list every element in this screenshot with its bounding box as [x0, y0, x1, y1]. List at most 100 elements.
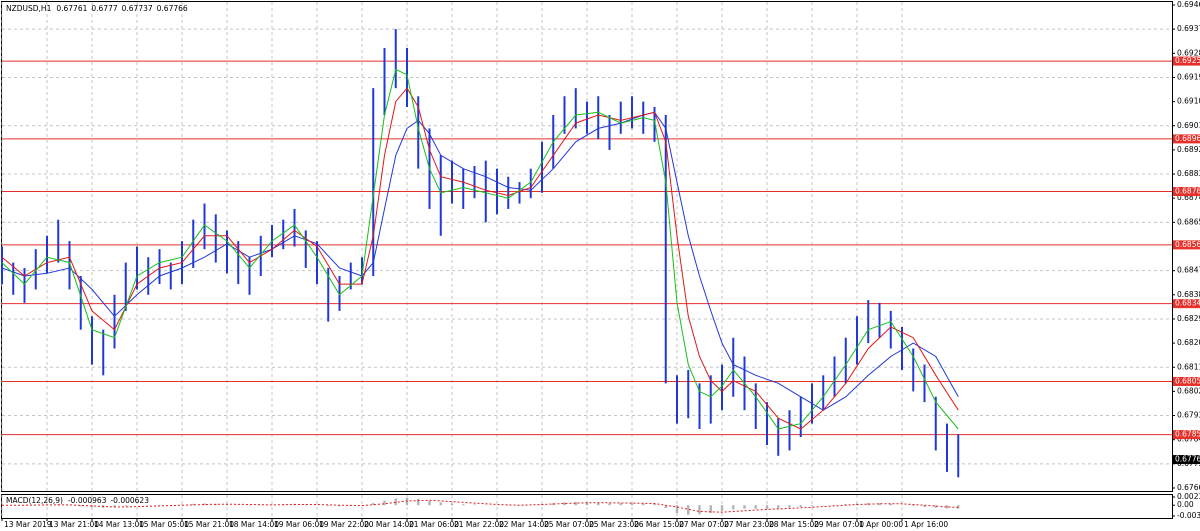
x-tick-label: 13 Mar 21:00 [49, 520, 99, 529]
x-tick-label: 19 Mar 06:00 [274, 520, 324, 529]
macd-bar [698, 505, 701, 515]
macd-bar [552, 503, 555, 506]
x-tick-label: 1 Apr 16:00 [904, 520, 948, 529]
macd-bar [192, 503, 195, 506]
macd-bar [889, 503, 892, 506]
x-tick-label: 29 Mar 07:00 [814, 520, 864, 529]
macd-signal [2, 499, 959, 513]
y-tick-label: 0.68740 [1177, 193, 1200, 202]
level-label-box [1173, 186, 1200, 196]
macd-bar [608, 503, 611, 506]
macd-bar [473, 504, 476, 506]
macd-bar [788, 505, 791, 508]
x-tick-label: 26 Mar 15:00 [634, 520, 684, 529]
y-tick-label: 0.68380 [1177, 290, 1200, 299]
macd-bar [90, 505, 94, 508]
macd-bar [383, 500, 386, 506]
moving-average [1, 68, 959, 430]
level-label-box [1173, 56, 1200, 66]
level-label-box [1173, 134, 1200, 144]
macd-bar [912, 505, 915, 506]
x-tick-label: 14 Mar 13:00 [94, 520, 144, 529]
macd-bar [405, 497, 409, 506]
last-price-label: 0.67766 [1175, 455, 1200, 464]
level-label-box [1173, 376, 1200, 386]
x-tick-label: 18 Mar 14:00 [229, 520, 279, 529]
macd-bar [203, 503, 206, 506]
level-label: 0.67859 [1175, 430, 1200, 439]
y-tick-label: -0.00307 [1177, 511, 1200, 520]
macd-bar [225, 504, 229, 506]
macd-bar [878, 503, 881, 506]
macd-bar [934, 505, 937, 508]
header-value: -0.000623 [110, 496, 149, 505]
macd-bar [304, 504, 307, 506]
macd-bar [619, 503, 622, 506]
y-tick-label: 0.68290 [1177, 314, 1200, 323]
y-tick-label: 0.69010 [1177, 121, 1200, 130]
macd-bar [844, 504, 847, 506]
y-tick-label: 0.68470 [1177, 266, 1200, 275]
moving-average [1, 87, 959, 430]
y-tick-label: 0.69100 [1177, 97, 1200, 106]
y-tick-label: 0.68830 [1177, 169, 1200, 178]
x-tick-label: 20 Mar 14:00 [364, 520, 414, 529]
macd-bar [338, 505, 341, 507]
macd-bar [777, 505, 780, 509]
macd-bar [462, 504, 465, 506]
level-label: 0.68347 [1175, 299, 1200, 308]
macd-bar [124, 505, 127, 506]
macd-bar [754, 505, 757, 509]
x-tick-label: 27 Mar 07:00 [679, 520, 729, 529]
y-tick-label: 0.69280 [1177, 48, 1200, 57]
macd-bar [687, 505, 690, 515]
y-tick-label: 0.68020 [1177, 386, 1200, 395]
last-price-box [1173, 455, 1200, 465]
header-value: 0.6777 [91, 4, 117, 13]
macd-bar [79, 505, 82, 507]
x-tick-label: 28 Mar 15:00 [769, 520, 819, 529]
level-label: 0.68566 [1175, 240, 1200, 249]
macd-bar [642, 503, 645, 506]
macd-bar [372, 503, 375, 506]
macd-bar [450, 503, 454, 506]
level-label: 0.68961 [1175, 134, 1200, 143]
y-tick-label: 0.68650 [1177, 217, 1200, 226]
level-label: 0.68765 [1175, 186, 1200, 195]
macd-bar [630, 503, 634, 506]
header-value: 0.67761 [56, 4, 87, 13]
y-tick-label: 0.68920 [1177, 145, 1200, 154]
macd-bar [765, 505, 769, 509]
x-tick-label: 15 Mar 05:00 [139, 520, 189, 529]
macd-bar [743, 505, 746, 509]
macd-bar [732, 505, 735, 510]
level-label-box [1173, 299, 1200, 309]
header-value: 0.67766 [157, 4, 188, 13]
level-label-box [1173, 430, 1200, 440]
y-tick-label: 0.67660 [1177, 483, 1200, 492]
macd-bar [563, 502, 566, 506]
macd-bar [867, 503, 870, 506]
moving-average [1, 111, 959, 411]
macd-bar [720, 505, 724, 512]
macd-bar [653, 503, 656, 506]
level-label-box [1173, 240, 1200, 250]
macd-bar [394, 498, 397, 506]
header-value: -0.000963 [68, 496, 107, 505]
x-tick-label: 1 Apr 00:00 [859, 520, 903, 529]
macd-bar [597, 502, 600, 506]
x-tick-label: 19 Mar 22:00 [319, 520, 369, 529]
header-value: 0.67737 [122, 4, 153, 13]
macd-bar [709, 505, 712, 513]
x-tick-label: 25 Mar 23:00 [589, 520, 639, 529]
macd-bar [923, 505, 926, 507]
main-panel [1, 1, 1173, 492]
macd-bar [664, 505, 667, 509]
macd-bar [945, 505, 949, 509]
macd-bar [327, 505, 330, 506]
y-tick-label: 0.00 [1177, 500, 1194, 509]
x-tick-label: 22 Mar 14:00 [499, 520, 549, 529]
macd-bar [675, 505, 679, 513]
level-label: 0.69251 [1175, 56, 1200, 65]
